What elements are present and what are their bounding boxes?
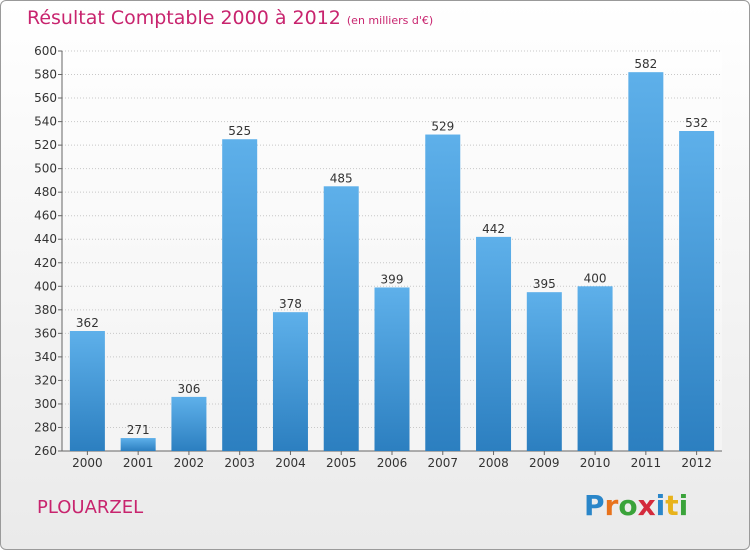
bar xyxy=(425,134,461,451)
bar xyxy=(222,139,258,451)
data-label: 271 xyxy=(127,423,150,437)
y-tick-label: 380 xyxy=(34,303,57,317)
x-tick-label: 2006 xyxy=(377,456,408,470)
logo-letter: x xyxy=(637,489,656,522)
x-tick-label: 2002 xyxy=(174,456,205,470)
logo-letter: P xyxy=(584,489,605,522)
title-text: Résultat Comptable 2000 à 2012 xyxy=(27,7,341,29)
data-label: 529 xyxy=(431,120,454,134)
data-label: 442 xyxy=(482,222,505,236)
y-tick-label: 360 xyxy=(34,326,57,340)
logo-letter: i xyxy=(678,489,689,522)
x-tick-label: 2009 xyxy=(529,456,560,470)
bar xyxy=(374,287,410,451)
chart-subtitle: (en milliers d'€) xyxy=(346,14,434,27)
x-tick-label: 2001 xyxy=(123,456,154,470)
y-tick-label: 260 xyxy=(34,444,57,458)
bar xyxy=(272,312,308,451)
data-label: 378 xyxy=(279,297,302,311)
chart-title: Résultat Comptable 2000 à 2012 (en millie… xyxy=(27,7,433,29)
y-tick-label: 580 xyxy=(34,68,57,82)
y-tick-label: 420 xyxy=(34,256,57,270)
y-tick-label: 280 xyxy=(34,420,57,434)
x-tick-label: 2007 xyxy=(427,456,458,470)
x-tick-label: 2011 xyxy=(631,456,662,470)
data-label: 306 xyxy=(177,382,200,396)
x-tick-label: 2003 xyxy=(224,456,255,470)
bar xyxy=(476,236,512,451)
bar xyxy=(679,131,715,451)
logo-letter: o xyxy=(618,489,638,522)
data-label: 532 xyxy=(685,116,708,130)
data-label: 399 xyxy=(381,272,404,286)
bar xyxy=(577,286,613,451)
y-tick-label: 480 xyxy=(34,185,57,199)
bar xyxy=(69,331,105,451)
data-label: 395 xyxy=(533,277,556,291)
x-tick-label: 2004 xyxy=(275,456,306,470)
y-tick-label: 340 xyxy=(34,350,57,364)
x-tick-label: 2005 xyxy=(326,456,357,470)
y-tick-label: 520 xyxy=(34,138,57,152)
place-name: PLOUARZEL xyxy=(37,497,144,518)
x-tick-label: 2012 xyxy=(681,456,712,470)
y-tick-label: 500 xyxy=(34,162,57,176)
data-label: 525 xyxy=(228,124,251,138)
y-tick-label: 440 xyxy=(34,232,57,246)
bar xyxy=(120,438,156,451)
y-tick-label: 560 xyxy=(34,91,57,105)
bar xyxy=(171,396,207,451)
logo-letter: i xyxy=(655,489,666,522)
bar xyxy=(323,186,359,451)
data-label: 485 xyxy=(330,171,353,185)
data-label: 362 xyxy=(76,316,99,330)
x-tick-label: 2008 xyxy=(478,456,509,470)
data-label: 582 xyxy=(634,57,657,71)
y-tick-label: 300 xyxy=(34,397,57,411)
y-tick-label: 600 xyxy=(34,44,57,58)
x-tick-label: 2000 xyxy=(72,456,103,470)
data-label: 400 xyxy=(584,271,607,285)
y-tick-label: 320 xyxy=(34,373,57,387)
y-tick-label: 460 xyxy=(34,209,57,223)
proxiti-logo: Proxiti xyxy=(584,489,688,522)
logo-letter: r xyxy=(604,489,619,522)
x-tick-label: 2010 xyxy=(580,456,611,470)
y-tick-label: 400 xyxy=(34,279,57,293)
bar xyxy=(628,72,664,452)
bar xyxy=(526,292,562,451)
logo-letter: t xyxy=(665,489,679,522)
y-tick-label: 540 xyxy=(34,115,57,129)
